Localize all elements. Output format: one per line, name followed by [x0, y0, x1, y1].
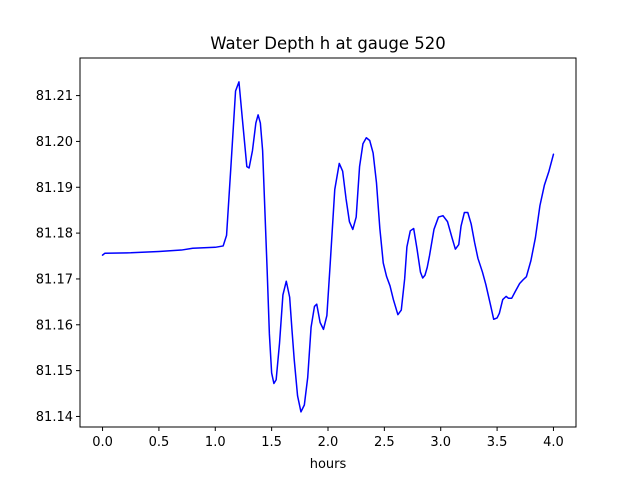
x-axis-label: hours	[310, 457, 347, 472]
series-line-0	[101, 81, 555, 413]
series-layer	[101, 81, 555, 413]
x-tick-label: 0.5	[149, 435, 170, 450]
y-tick-label: 81.16	[36, 318, 73, 333]
x-tick-label: 2.0	[318, 435, 339, 450]
x-tick-label: 3.5	[487, 435, 508, 450]
y-tick-label: 81.21	[36, 89, 73, 104]
y-tick-label: 81.18	[36, 227, 73, 242]
chart-title: Water Depth h at gauge 520	[210, 34, 445, 53]
x-tick-label: 1.5	[261, 435, 282, 450]
x-tick-label: 2.5	[374, 435, 395, 450]
x-axis: 0.0 0.5 1.0 1.5 2.0 2.5 3.0 3.5 4.0	[92, 427, 564, 450]
x-tick-label: 1.0	[205, 435, 226, 450]
x-tick-label: 3.0	[430, 435, 451, 450]
y-axis: 81.14 81.15 81.16 81.17 81.18 81.19 81.20 81.21	[36, 89, 80, 425]
y-tick-label: 81.14	[36, 410, 73, 425]
y-tick-label: 81.20	[36, 135, 73, 150]
y-tick-label: 81.17	[36, 272, 73, 287]
x-tick-label: 4.0	[543, 435, 564, 450]
y-tick-label: 81.19	[36, 181, 73, 196]
y-tick-label: 81.15	[36, 364, 73, 379]
x-tick-label: 0.0	[92, 435, 113, 450]
